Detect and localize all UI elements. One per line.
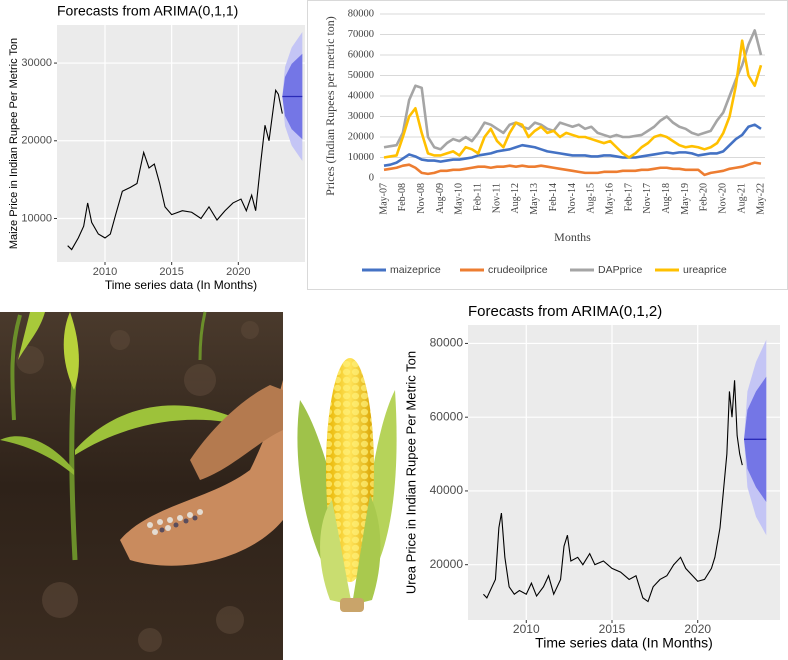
y-axis-label: Urea Price in Indian Rupee Per Metric To… bbox=[403, 351, 418, 594]
x-tick-label: Nov-11 bbox=[491, 183, 502, 213]
y-tick-label: 30000 bbox=[348, 111, 374, 122]
y-tick-label: 10000 bbox=[348, 152, 374, 163]
x-tick-label: 2020 bbox=[226, 266, 250, 278]
x-tick-label: Aug-18 bbox=[661, 183, 672, 214]
x-axis-label: Time series data (In Months) bbox=[535, 635, 713, 651]
x-tick-label: Aug-15 bbox=[586, 183, 597, 214]
y-tick-label: 40000 bbox=[430, 483, 464, 497]
corn-photo bbox=[297, 358, 397, 612]
series-line bbox=[383, 161, 762, 177]
legend-label: DAPprice bbox=[598, 264, 643, 276]
x-tick-label: Aug-21 bbox=[736, 183, 747, 214]
y-tick-label: 20000 bbox=[430, 557, 464, 571]
series-line bbox=[383, 39, 763, 159]
x-axis-label: Time series data (In Months) bbox=[105, 278, 257, 292]
x-tick-label: 2015 bbox=[599, 622, 626, 636]
series-line bbox=[383, 123, 762, 167]
y-tick-label: 80000 bbox=[430, 336, 464, 350]
plot-panel bbox=[57, 25, 305, 262]
plot-panel bbox=[468, 325, 780, 620]
x-tick-label: Feb-08 bbox=[397, 183, 408, 211]
y-tick-label: 60000 bbox=[430, 409, 464, 423]
series-line bbox=[483, 380, 743, 603]
y-tick-label: 70000 bbox=[348, 29, 374, 40]
y-axis-label: Prices (Indian Rupees per metric ton) bbox=[323, 16, 337, 196]
x-axis-label: Months bbox=[554, 230, 591, 244]
chart-title: Forecasts from ARIMA(0,1,1) bbox=[57, 3, 238, 19]
y-tick-label: 80000 bbox=[348, 8, 374, 19]
series-line bbox=[67, 88, 283, 251]
y-axis-label: Maize Price in Indian Rupee Per Metric T… bbox=[8, 38, 20, 249]
chart-frame bbox=[307, 0, 788, 290]
x-tick-label: Feb-20 bbox=[699, 183, 710, 211]
x-tick-label: Nov-20 bbox=[718, 183, 729, 214]
x-tick-label: Feb-14 bbox=[548, 183, 559, 211]
y-tick-label: 20000 bbox=[348, 131, 374, 142]
x-tick-label: May-13 bbox=[529, 183, 540, 215]
x-tick-label: Feb-17 bbox=[623, 183, 634, 211]
x-tick-label: Nov-17 bbox=[642, 183, 653, 214]
x-tick-label: 2010 bbox=[93, 266, 117, 278]
y-tick-label: 20000 bbox=[21, 135, 52, 147]
y-tick-label: 50000 bbox=[348, 70, 374, 81]
x-tick-label: May-19 bbox=[680, 183, 691, 215]
x-tick-label: 2015 bbox=[159, 266, 183, 278]
y-tick-label: 40000 bbox=[348, 90, 374, 101]
x-tick-label: Aug-12 bbox=[510, 183, 521, 214]
chart-title: Forecasts from ARIMA(0,1,2) bbox=[468, 303, 662, 320]
x-tick-label: Nov-08 bbox=[416, 183, 427, 214]
x-tick-label: 2010 bbox=[513, 622, 540, 636]
x-tick-label: May-16 bbox=[604, 183, 615, 215]
x-tick-label: May-10 bbox=[454, 183, 465, 215]
legend-label: maizeprice bbox=[390, 264, 441, 276]
x-tick-label: 2020 bbox=[684, 622, 711, 636]
legend-label: ureaprice bbox=[683, 264, 727, 276]
y-tick-label: 30000 bbox=[21, 57, 52, 69]
x-tick-label: Feb-11 bbox=[473, 183, 484, 211]
x-tick-label: May-07 bbox=[378, 183, 389, 215]
seedling-photo bbox=[0, 311, 283, 660]
y-tick-label: 60000 bbox=[348, 49, 374, 60]
x-tick-label: May-22 bbox=[755, 183, 766, 215]
y-tick-label: 0 bbox=[369, 172, 374, 183]
y-tick-label: 10000 bbox=[21, 212, 52, 224]
x-tick-label: Aug-09 bbox=[435, 183, 446, 214]
legend-label: crudeoilprice bbox=[488, 264, 548, 276]
series-line bbox=[383, 29, 763, 151]
x-tick-label: Nov-14 bbox=[567, 183, 578, 214]
